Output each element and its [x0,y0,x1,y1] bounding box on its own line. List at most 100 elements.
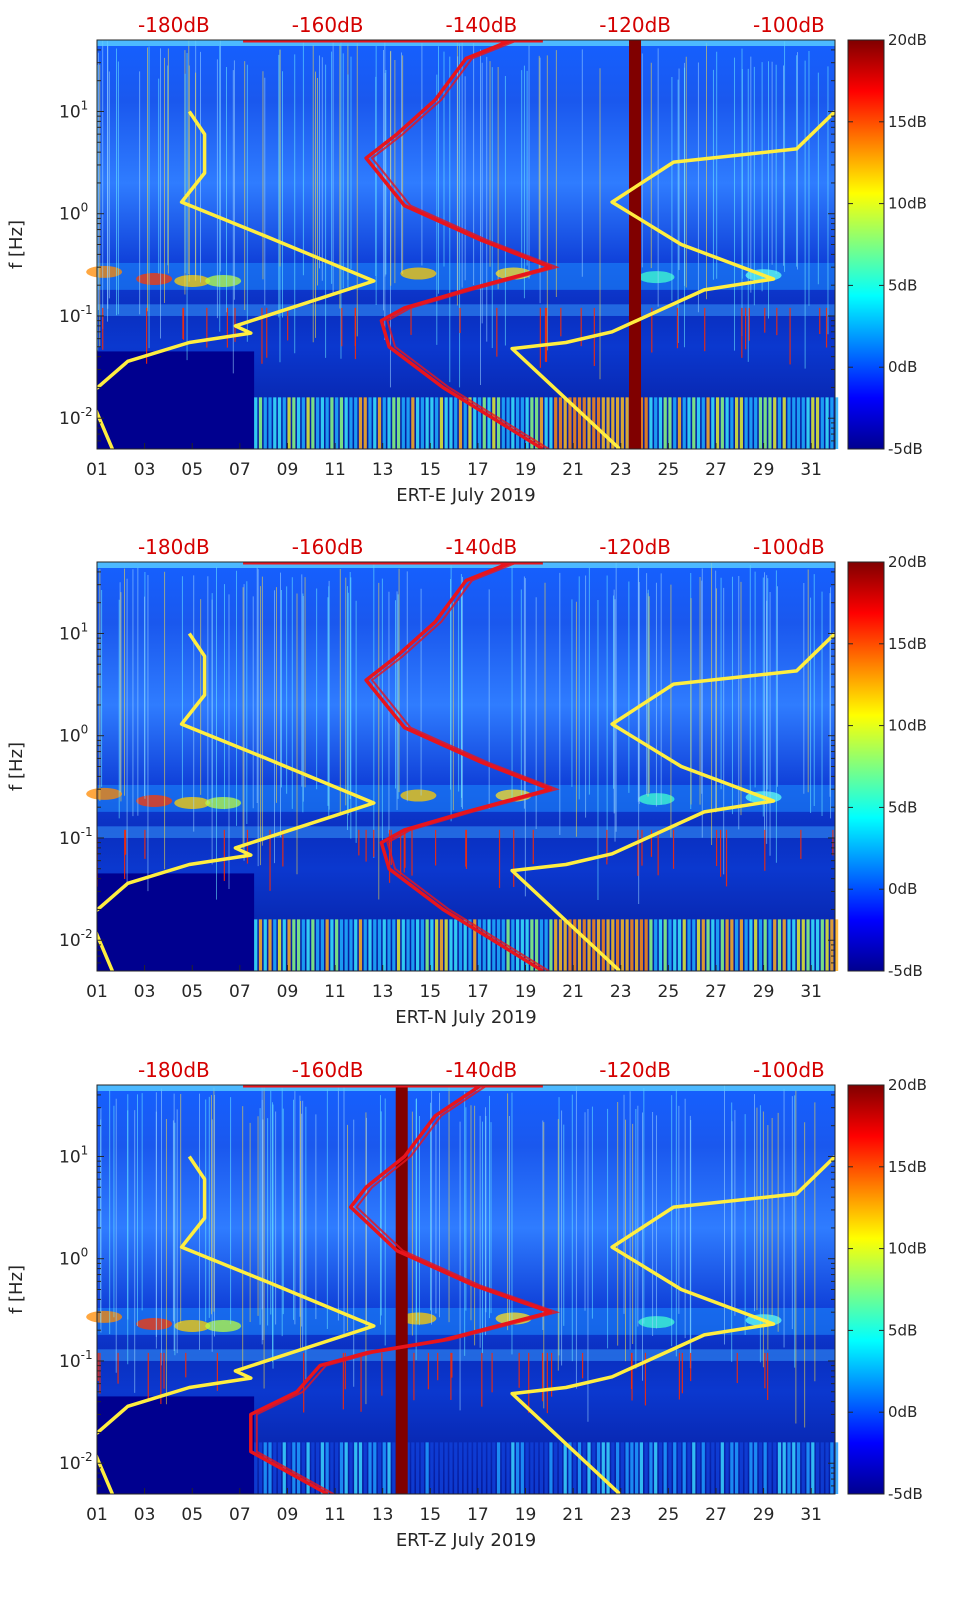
lowfreq-bar [316,1442,320,1494]
lowfreq-bar [820,919,824,971]
lowfreq-bar [506,1442,510,1494]
lowfreq-bar [292,397,296,449]
colorbar-tick-label: 10dB [888,1240,927,1258]
lowfreq-bar [758,1442,763,1494]
lowfreq-bar [615,397,620,449]
x-tick-label: 29 [753,460,775,480]
lowfreq-bar [754,919,758,971]
lowfreq-bar [287,1442,291,1494]
lowfreq-bar [544,1442,548,1494]
colorbar-tick-label: -5dB [888,1485,923,1503]
lowfreq-bar [615,1442,620,1494]
lowfreq-bar [811,919,815,971]
y-tick-base: 10 [59,727,81,747]
lowfreq-bar [339,1442,344,1494]
lowfreq-bar [611,397,615,449]
lowfreq-bar [792,919,796,971]
lowfreq-bar [325,919,329,971]
lowfreq-bar [449,919,453,971]
x-tick-label: 13 [372,982,394,1002]
x-tick-label: 03 [134,460,156,480]
lowfreq-bar [435,1442,439,1494]
lowfreq-bar [373,397,377,449]
top-db-label: -120dB [599,1058,671,1082]
lowfreq-bar [311,397,315,449]
lowfreq-bar [787,1442,791,1494]
lowfreq-bar [763,1442,767,1494]
lowfreq-bar [492,397,496,449]
lowfreq-bar [601,919,605,971]
lowfreq-bar [549,919,553,971]
lowfreq-bar [377,1442,382,1494]
lowfreq-bar [739,919,743,971]
lowfreq-bar [801,1442,805,1494]
lowfreq-bar [663,397,667,449]
lowfreq-bar [639,919,643,971]
y-tick-label: 10-2 [59,927,93,951]
lowfreq-bar [263,1442,267,1494]
lowfreq-bar [711,397,715,449]
lowfreq-bar [573,397,577,449]
lowfreq-bar [463,1442,467,1494]
panel-ert-e: 01 03 05 07 09 11 13 15 17 19 21 23 25 27 29 3110-210-1… [6,13,927,506]
lowfreq-bar [487,397,491,449]
colorbar-tick-label: 15dB [888,635,927,653]
colorbar-tick-label: 20dB [888,31,927,49]
lowfreq-bar [835,1442,839,1494]
lowfreq-bar [268,919,272,971]
lowfreq-bar [782,397,786,449]
lowfreq-bar [411,919,415,971]
x-tick-label: 29 [753,1505,775,1525]
lowfreq-bar [773,919,777,971]
lowfreq-bar [763,397,767,449]
lowfreq-bar [335,1442,339,1494]
lowfreq-bar [596,397,601,449]
y-tick-base: 10 [59,409,81,429]
x-tick-label: 17 [467,1505,489,1525]
lowfreq-bar [325,397,329,449]
lowfreq-bar [282,919,286,971]
lowfreq-bar [435,397,439,449]
x-tick-label: 15 [419,460,441,480]
lowfreq-bar [587,919,591,971]
x-tick-label: 21 [562,460,584,480]
lowfreq-bar [744,1442,748,1494]
lowfreq-bar [525,397,529,449]
lowfreq-bar [782,919,786,971]
lowfreq-bar [416,919,420,971]
lowfreq-bar [358,1442,363,1494]
lowfreq-bar [358,397,363,449]
y-tick-base: 10 [59,205,81,225]
lowfreq-bar [606,1442,610,1494]
lowfreq-bar [492,1442,496,1494]
lowfreq-bar [273,1442,277,1494]
y-tick-exponent: 1 [81,1143,89,1157]
lowfreq-bar [577,397,582,449]
lowfreq-bar [449,397,453,449]
lowfreq-bar [268,397,272,449]
lowfreq-bar [596,1442,601,1494]
x-tick-label: 17 [467,982,489,1002]
lowfreq-bar [382,1442,386,1494]
lowfreq-bar [311,1442,315,1494]
lowfreq-bar [720,919,724,971]
lowfreq-bar [825,397,829,449]
hotspot-1 [136,1317,173,1330]
lowfreq-bar [730,919,734,971]
lowfreq-bar [692,397,696,449]
x-tick-label: 05 [181,1505,203,1525]
lowfreq-bar [273,919,277,971]
x-tick-label: 19 [515,1505,537,1525]
lowfreq-bar [377,919,382,971]
lowfreq-bar [687,1442,691,1494]
lowfreq-bar [344,919,348,971]
lowfreq-bar [768,919,772,971]
lowfreq-bar [306,397,310,449]
lowfreq-bar [535,919,539,971]
spectrogram-empty-region [97,873,255,971]
lowfreq-bar [773,397,777,449]
lowfreq-bar [658,1442,663,1494]
lowfreq-bar [601,1442,605,1494]
lowfreq-bar [677,1442,682,1494]
lowfreq-bar [482,397,486,449]
